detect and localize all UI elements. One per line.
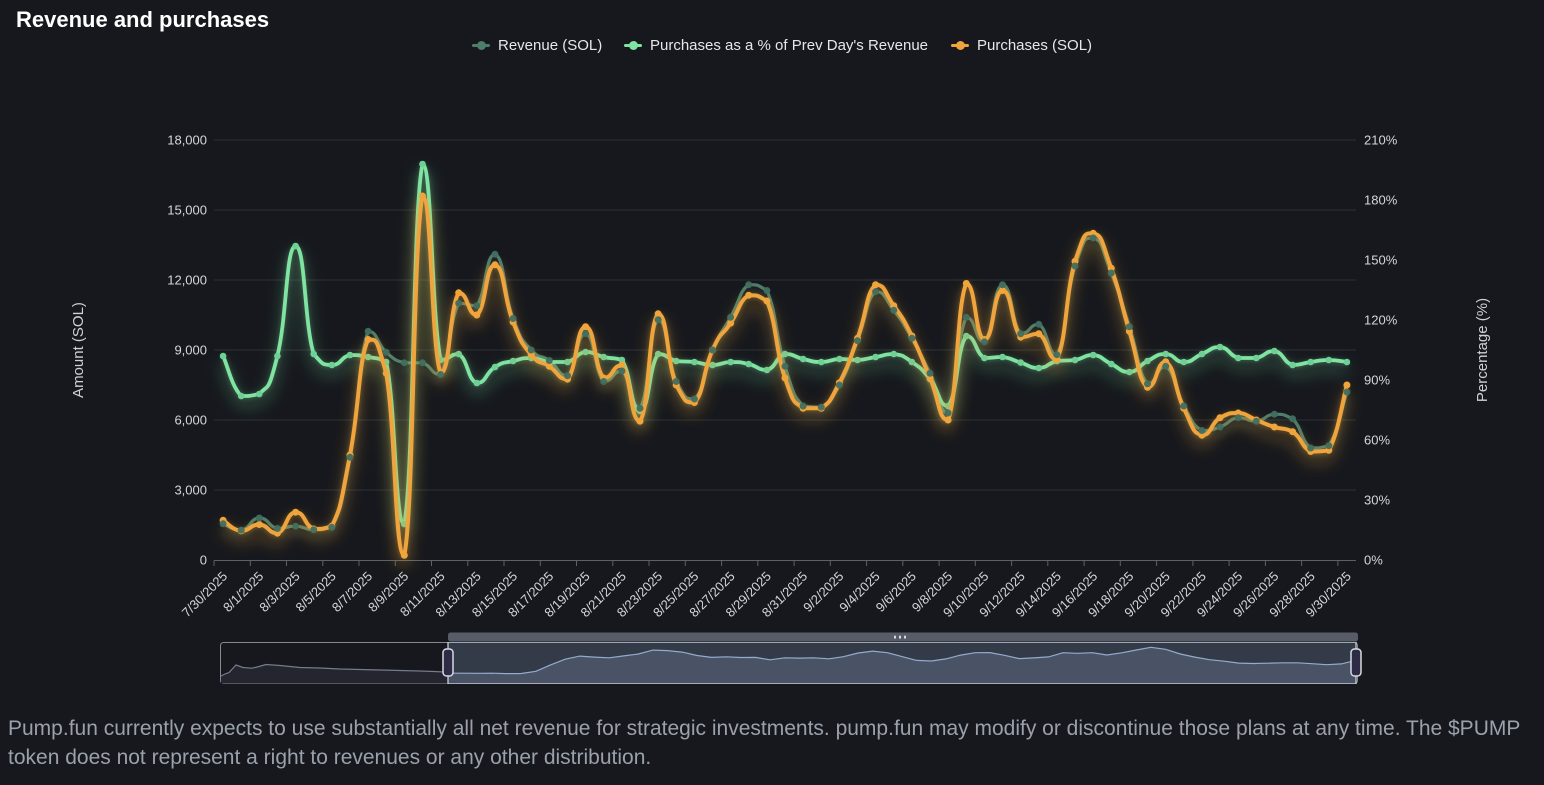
svg-text:7/30/2025: 7/30/2025	[179, 569, 231, 621]
svg-text:0: 0	[200, 553, 207, 568]
svg-text:6,000: 6,000	[174, 413, 207, 428]
svg-text:60%: 60%	[1364, 433, 1390, 448]
svg-text:9,000: 9,000	[174, 343, 207, 358]
svg-text:15,000: 15,000	[167, 203, 207, 218]
svg-text:180%: 180%	[1364, 193, 1398, 208]
svg-text:12,000: 12,000	[167, 273, 207, 288]
svg-text:210%: 210%	[1364, 133, 1398, 148]
svg-text:18,000: 18,000	[167, 133, 207, 148]
svg-text:Amount (SOL): Amount (SOL)	[70, 302, 87, 398]
svg-text:120%: 120%	[1364, 313, 1398, 328]
svg-text:0%: 0%	[1364, 553, 1383, 568]
svg-text:Percentage (%): Percentage (%)	[1474, 298, 1491, 402]
svg-text:90%: 90%	[1364, 373, 1390, 388]
svg-text:150%: 150%	[1364, 253, 1398, 268]
svg-text:30%: 30%	[1364, 493, 1390, 508]
svg-text:3,000: 3,000	[174, 483, 207, 498]
